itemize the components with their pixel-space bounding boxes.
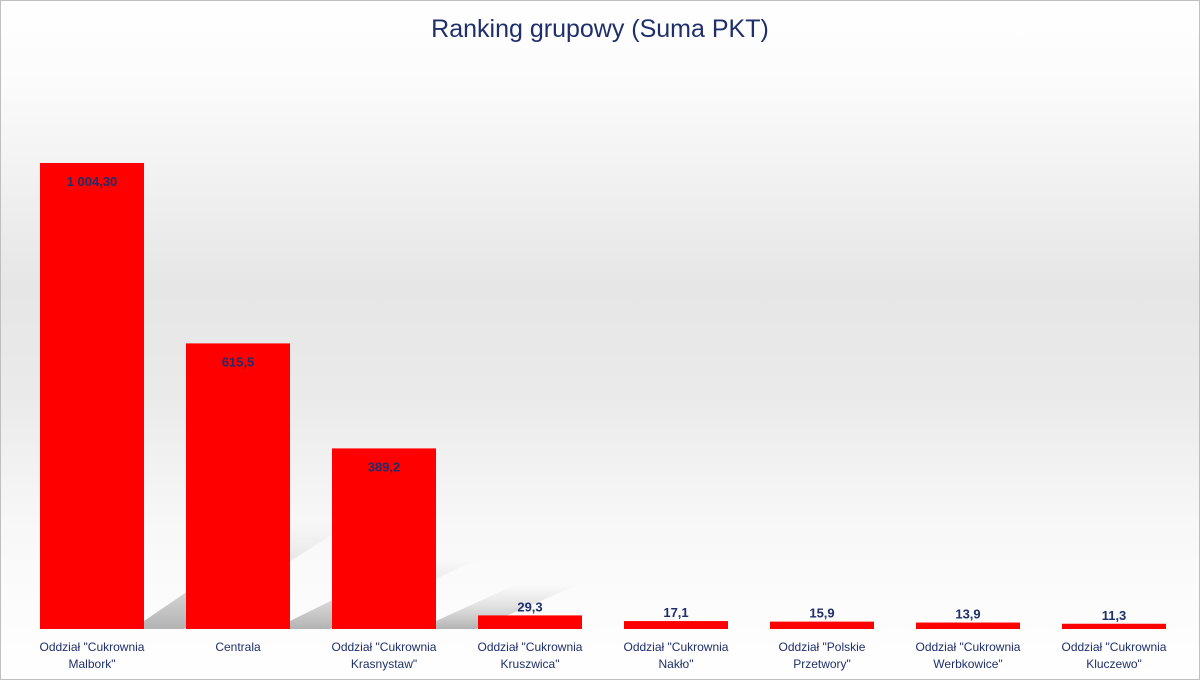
bars-group: 1 004,30 615,5 389,2 29,3 17,1 15,9 13,9 11,3 (40, 163, 1166, 629)
x-tick-label-line: Kluczewo" (1086, 657, 1142, 671)
bar (624, 621, 728, 629)
x-tick-label: Oddział "Cukrownia Kruszwica" (460, 639, 600, 673)
x-tick-label-line: Nakło" (658, 657, 694, 671)
x-tick-label-line: Werbkowice" (933, 657, 1003, 671)
x-tick-label-line: Oddział "Polskie (778, 640, 866, 654)
x-tick-label-line: Centrala (215, 640, 261, 654)
bar (186, 343, 290, 629)
data-label: 11,3 (1102, 608, 1127, 623)
x-tick-label-line: Przetwory" (793, 657, 851, 671)
bar (332, 448, 436, 629)
bar (478, 615, 582, 629)
x-tick-label: Oddział "Polskie Przetwory" (752, 639, 892, 673)
bar-shadow (436, 583, 580, 629)
x-tick-label-line: Oddział "Cukrownia (1061, 640, 1167, 654)
data-label: 29,3 (517, 599, 542, 614)
x-tick-label: Oddział "Cukrownia Kluczewo" (1044, 639, 1184, 673)
x-tick-label-line: Malbork" (68, 657, 116, 671)
x-tick-label: Oddział "Cukrownia Krasnystaw" (314, 639, 454, 673)
x-tick-label-line: Oddział "Cukrownia (331, 640, 437, 654)
chart-title: Ranking grupowy (Suma PKT) (431, 15, 769, 43)
data-label: 389,2 (368, 459, 401, 474)
x-tick-label-line: Oddział "Cukrownia (915, 640, 1021, 654)
x-tick-label: Oddział "Cukrownia Malbork" (22, 639, 162, 673)
x-tick-label: Centrala (168, 639, 308, 656)
bar (770, 621, 874, 629)
bar (40, 163, 144, 629)
x-tick-label: Oddział "Cukrownia Nakło" (606, 639, 746, 673)
x-tick-label-line: Krasnystaw" (350, 657, 418, 671)
data-label: 1 004,30 (67, 174, 118, 189)
bar (916, 622, 1020, 629)
data-label: 615,5 (222, 354, 255, 369)
data-label: 15,9 (809, 606, 834, 621)
data-label: 13,9 (955, 607, 980, 622)
x-tick-label-line: Oddział "Cukrownia (39, 640, 145, 654)
x-tick-label: Oddział "Cukrownia Werbkowice" (898, 639, 1038, 673)
x-tick-label-line: Oddział "Cukrownia (477, 640, 583, 654)
x-tick-label-line: Kruszwica" (500, 657, 560, 671)
data-label: 17,1 (663, 605, 688, 620)
x-tick-label-line: Oddział "Cukrownia (623, 640, 729, 654)
bar (1062, 623, 1166, 629)
